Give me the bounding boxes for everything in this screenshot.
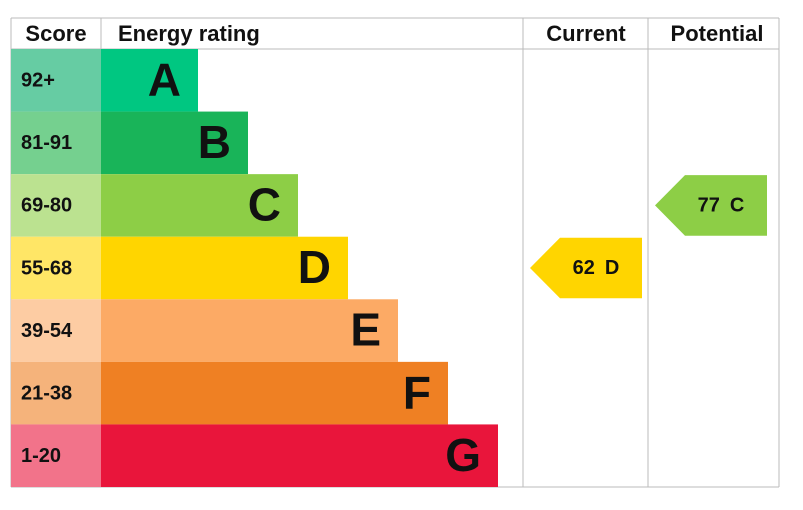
rating-bar	[101, 49, 198, 112]
rating-letter: C	[248, 179, 281, 231]
score-cell	[11, 424, 101, 487]
score-range: 39-54	[21, 320, 73, 342]
rating-bar	[101, 299, 398, 362]
header-rating: Energy rating	[118, 21, 260, 46]
score-cell	[11, 299, 101, 362]
rating-letter: D	[298, 241, 331, 293]
score-cell	[11, 236, 101, 300]
rating-bar	[101, 361, 448, 425]
score-range: 92+	[21, 70, 55, 92]
score-range: 1-20	[21, 445, 61, 467]
potential-pointer	[655, 175, 767, 236]
score-cell	[11, 361, 101, 425]
current-value: 62	[573, 257, 595, 279]
header-current: Current	[546, 21, 626, 46]
score-range: 21-38	[21, 382, 72, 404]
rating-letter: G	[445, 429, 481, 481]
rating-letter: B	[198, 116, 231, 168]
rating-bar	[101, 111, 248, 175]
score-cell	[11, 111, 101, 175]
rating-letter: E	[350, 304, 381, 356]
score-range: 81-91	[21, 132, 72, 154]
score-range: 55-68	[21, 257, 72, 279]
potential-letter: C	[730, 195, 744, 217]
current-letter: D	[605, 257, 619, 279]
score-cell	[11, 174, 101, 237]
rating-letter: F	[403, 366, 431, 418]
current-pointer	[530, 237, 642, 299]
rating-bar	[101, 174, 298, 237]
score-cell	[11, 49, 101, 112]
rating-bar	[101, 236, 348, 300]
rating-letter: A	[148, 53, 181, 105]
potential-value: 77	[698, 195, 720, 217]
potential-label: 77 C	[698, 195, 745, 217]
header-score: Score	[25, 21, 86, 46]
current-label: 62 D	[573, 257, 620, 279]
score-range: 69-80	[21, 195, 72, 217]
rating-bar	[101, 424, 498, 487]
header-potential: Potential	[671, 21, 764, 46]
